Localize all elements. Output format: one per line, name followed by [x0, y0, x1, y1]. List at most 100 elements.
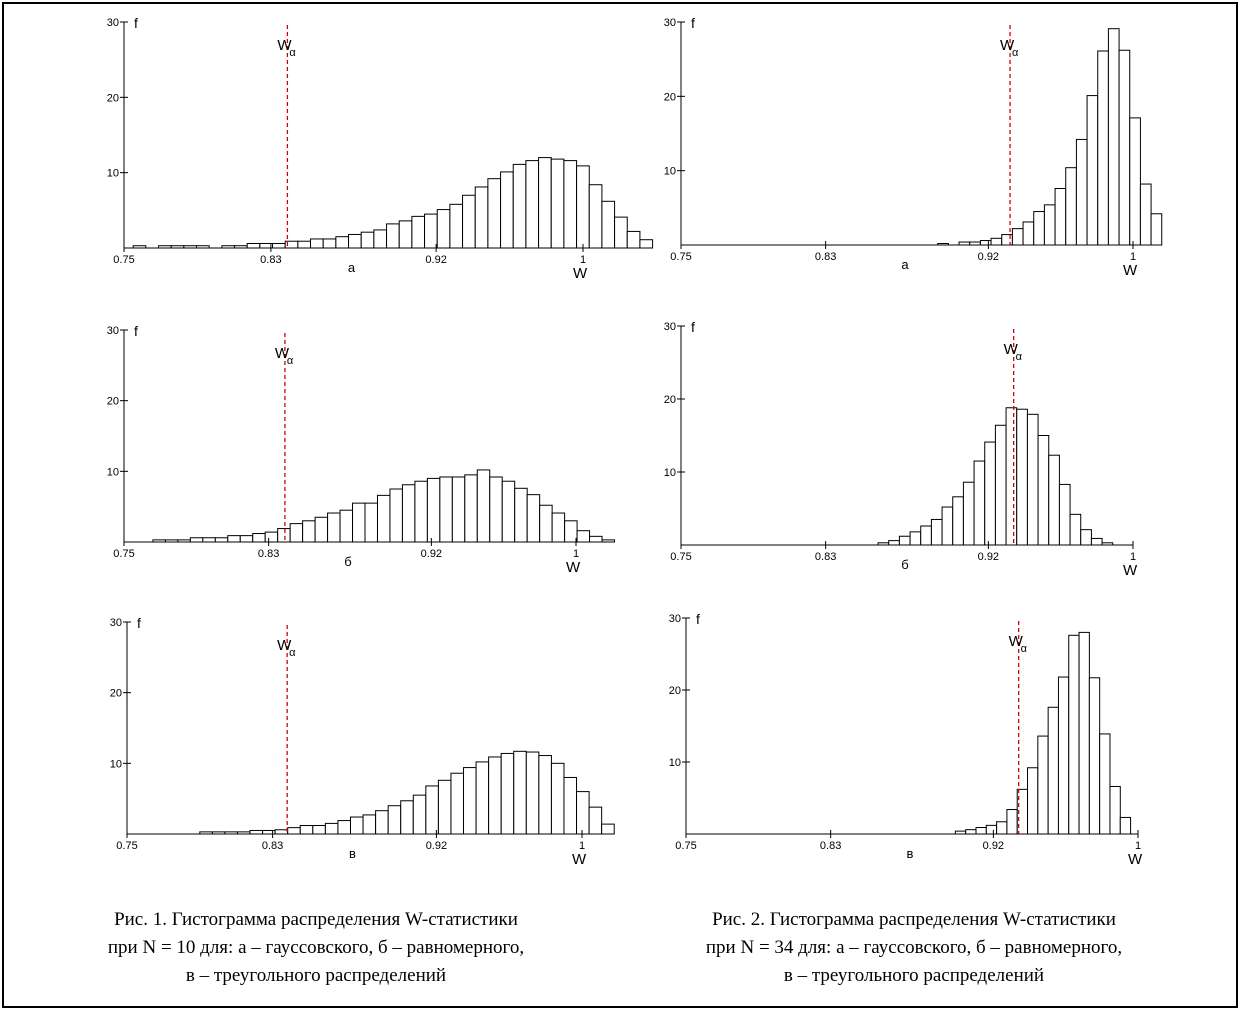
- histogram-bar: [1027, 767, 1039, 835]
- x-tick-label: 1: [579, 840, 585, 852]
- y-tick-label: 30: [664, 321, 676, 333]
- y-axis-label: f: [691, 15, 695, 31]
- y-tick-label: 10: [107, 466, 119, 478]
- caption-line: Рис. 2. Гистограмма распределения W-стат…: [712, 909, 1116, 930]
- y-axis-label: f: [134, 323, 138, 339]
- y-tick-label: 30: [669, 613, 681, 625]
- x-tick-label: 0.83: [815, 251, 836, 263]
- caption-line: при N = 10 для: а – гауссовского, б – ра…: [107, 937, 525, 958]
- y-tick-label: 30: [664, 17, 676, 29]
- x-tick-label: 1: [1130, 551, 1136, 563]
- histogram-bar: [1099, 733, 1111, 835]
- x-tick-label: 0.83: [258, 548, 279, 560]
- x-tick-label: 0.75: [670, 551, 691, 563]
- x-tick-label: 0.83: [262, 840, 283, 852]
- x-tick-label: 0.92: [425, 254, 446, 266]
- histogram-bar: [588, 806, 603, 835]
- histogram-bar: [1057, 676, 1070, 835]
- panel-label: в: [907, 846, 914, 861]
- histogram-bar: [639, 239, 654, 249]
- figure-1-caption: Рис. 1. Гистограмма распределения W-стат…: [36, 906, 596, 990]
- y-tick-label: 10: [664, 166, 676, 178]
- x-tick-label: 0.75: [113, 548, 134, 560]
- y-tick-label: 10: [107, 168, 119, 180]
- critical-value-label: W: [1009, 633, 1024, 650]
- critical-value-subscript: α: [287, 355, 294, 367]
- caption-line: в – треугольного распределений: [783, 965, 1045, 986]
- critical-value-label: W: [277, 637, 292, 654]
- y-axis-label: f: [137, 615, 141, 631]
- x-tick-label: 0.75: [670, 251, 691, 263]
- x-tick-label: 1: [1135, 840, 1141, 852]
- histogram-bar: [589, 535, 603, 543]
- histogram-bar: [975, 827, 987, 835]
- y-axis-label: f: [691, 319, 695, 335]
- y-tick-label: 30: [107, 17, 119, 29]
- y-tick-label: 20: [669, 685, 681, 697]
- x-tick-label: 0.83: [260, 254, 281, 266]
- y-tick-label: 20: [107, 92, 119, 104]
- y-axis-label: f: [696, 611, 700, 627]
- histogram-bar: [996, 821, 1008, 835]
- x-tick-label: 0.92: [421, 548, 442, 560]
- critical-value-subscript: α: [289, 47, 296, 59]
- x-tick-label: 0.92: [978, 251, 999, 263]
- panel-label: а: [901, 257, 909, 272]
- x-axis-label: W: [1123, 262, 1138, 279]
- y-tick-label: 10: [664, 467, 676, 479]
- x-tick-label: 1: [1130, 251, 1136, 263]
- x-tick-label: 0.83: [815, 551, 836, 563]
- x-tick-label: 0.83: [820, 840, 841, 852]
- histogram-bar: [1088, 677, 1101, 835]
- x-axis-label: W: [572, 851, 587, 868]
- panel-label: в: [349, 846, 356, 861]
- histogram-bar: [1150, 213, 1163, 246]
- x-tick-label: 0.92: [426, 840, 447, 852]
- y-tick-label: 20: [664, 394, 676, 406]
- critical-value-label: W: [1004, 341, 1019, 358]
- histogram-bar: [965, 829, 977, 835]
- histogram-bar: [1129, 117, 1141, 246]
- x-tick-label: 0.75: [675, 840, 696, 852]
- panel-label: б: [901, 557, 908, 572]
- histogram-bar: [601, 823, 615, 835]
- histogram-bar: [985, 824, 998, 835]
- y-tick-label: 10: [669, 757, 681, 769]
- histogram-bar: [601, 539, 616, 543]
- critical-value-subscript: α: [289, 647, 296, 659]
- histogram-bar: [1119, 816, 1132, 835]
- critical-value-label: W: [1000, 37, 1015, 54]
- caption-line: Рис. 1. Гистограмма распределения W-стат…: [114, 909, 518, 930]
- critical-value-label: W: [277, 37, 292, 54]
- y-tick-label: 30: [110, 617, 122, 629]
- y-tick-label: 20: [110, 688, 122, 700]
- histogram-bar: [1037, 735, 1049, 835]
- y-tick-label: 20: [107, 396, 119, 408]
- x-tick-label: 0.75: [113, 254, 134, 266]
- x-tick-label: 0.92: [978, 551, 999, 563]
- histogram-bar: [1068, 634, 1080, 835]
- panel-label: б: [344, 554, 351, 569]
- histogram-bar: [1109, 785, 1121, 835]
- x-tick-label: 1: [573, 548, 579, 560]
- x-axis-label: W: [573, 265, 588, 282]
- histogram-bar: [1047, 706, 1059, 835]
- x-tick-label: 0.92: [983, 840, 1004, 852]
- figure-2-caption: Рис. 2. Гистограмма распределения W-стат…: [634, 906, 1194, 990]
- x-axis-label: W: [1123, 562, 1138, 579]
- critical-value-subscript: α: [1016, 351, 1023, 363]
- critical-value-subscript: α: [1012, 47, 1019, 59]
- y-tick-label: 10: [110, 758, 122, 770]
- panel-label: а: [348, 260, 356, 275]
- y-tick-label: 30: [107, 325, 119, 337]
- y-tick-label: 20: [664, 91, 676, 103]
- x-tick-label: 1: [580, 254, 586, 266]
